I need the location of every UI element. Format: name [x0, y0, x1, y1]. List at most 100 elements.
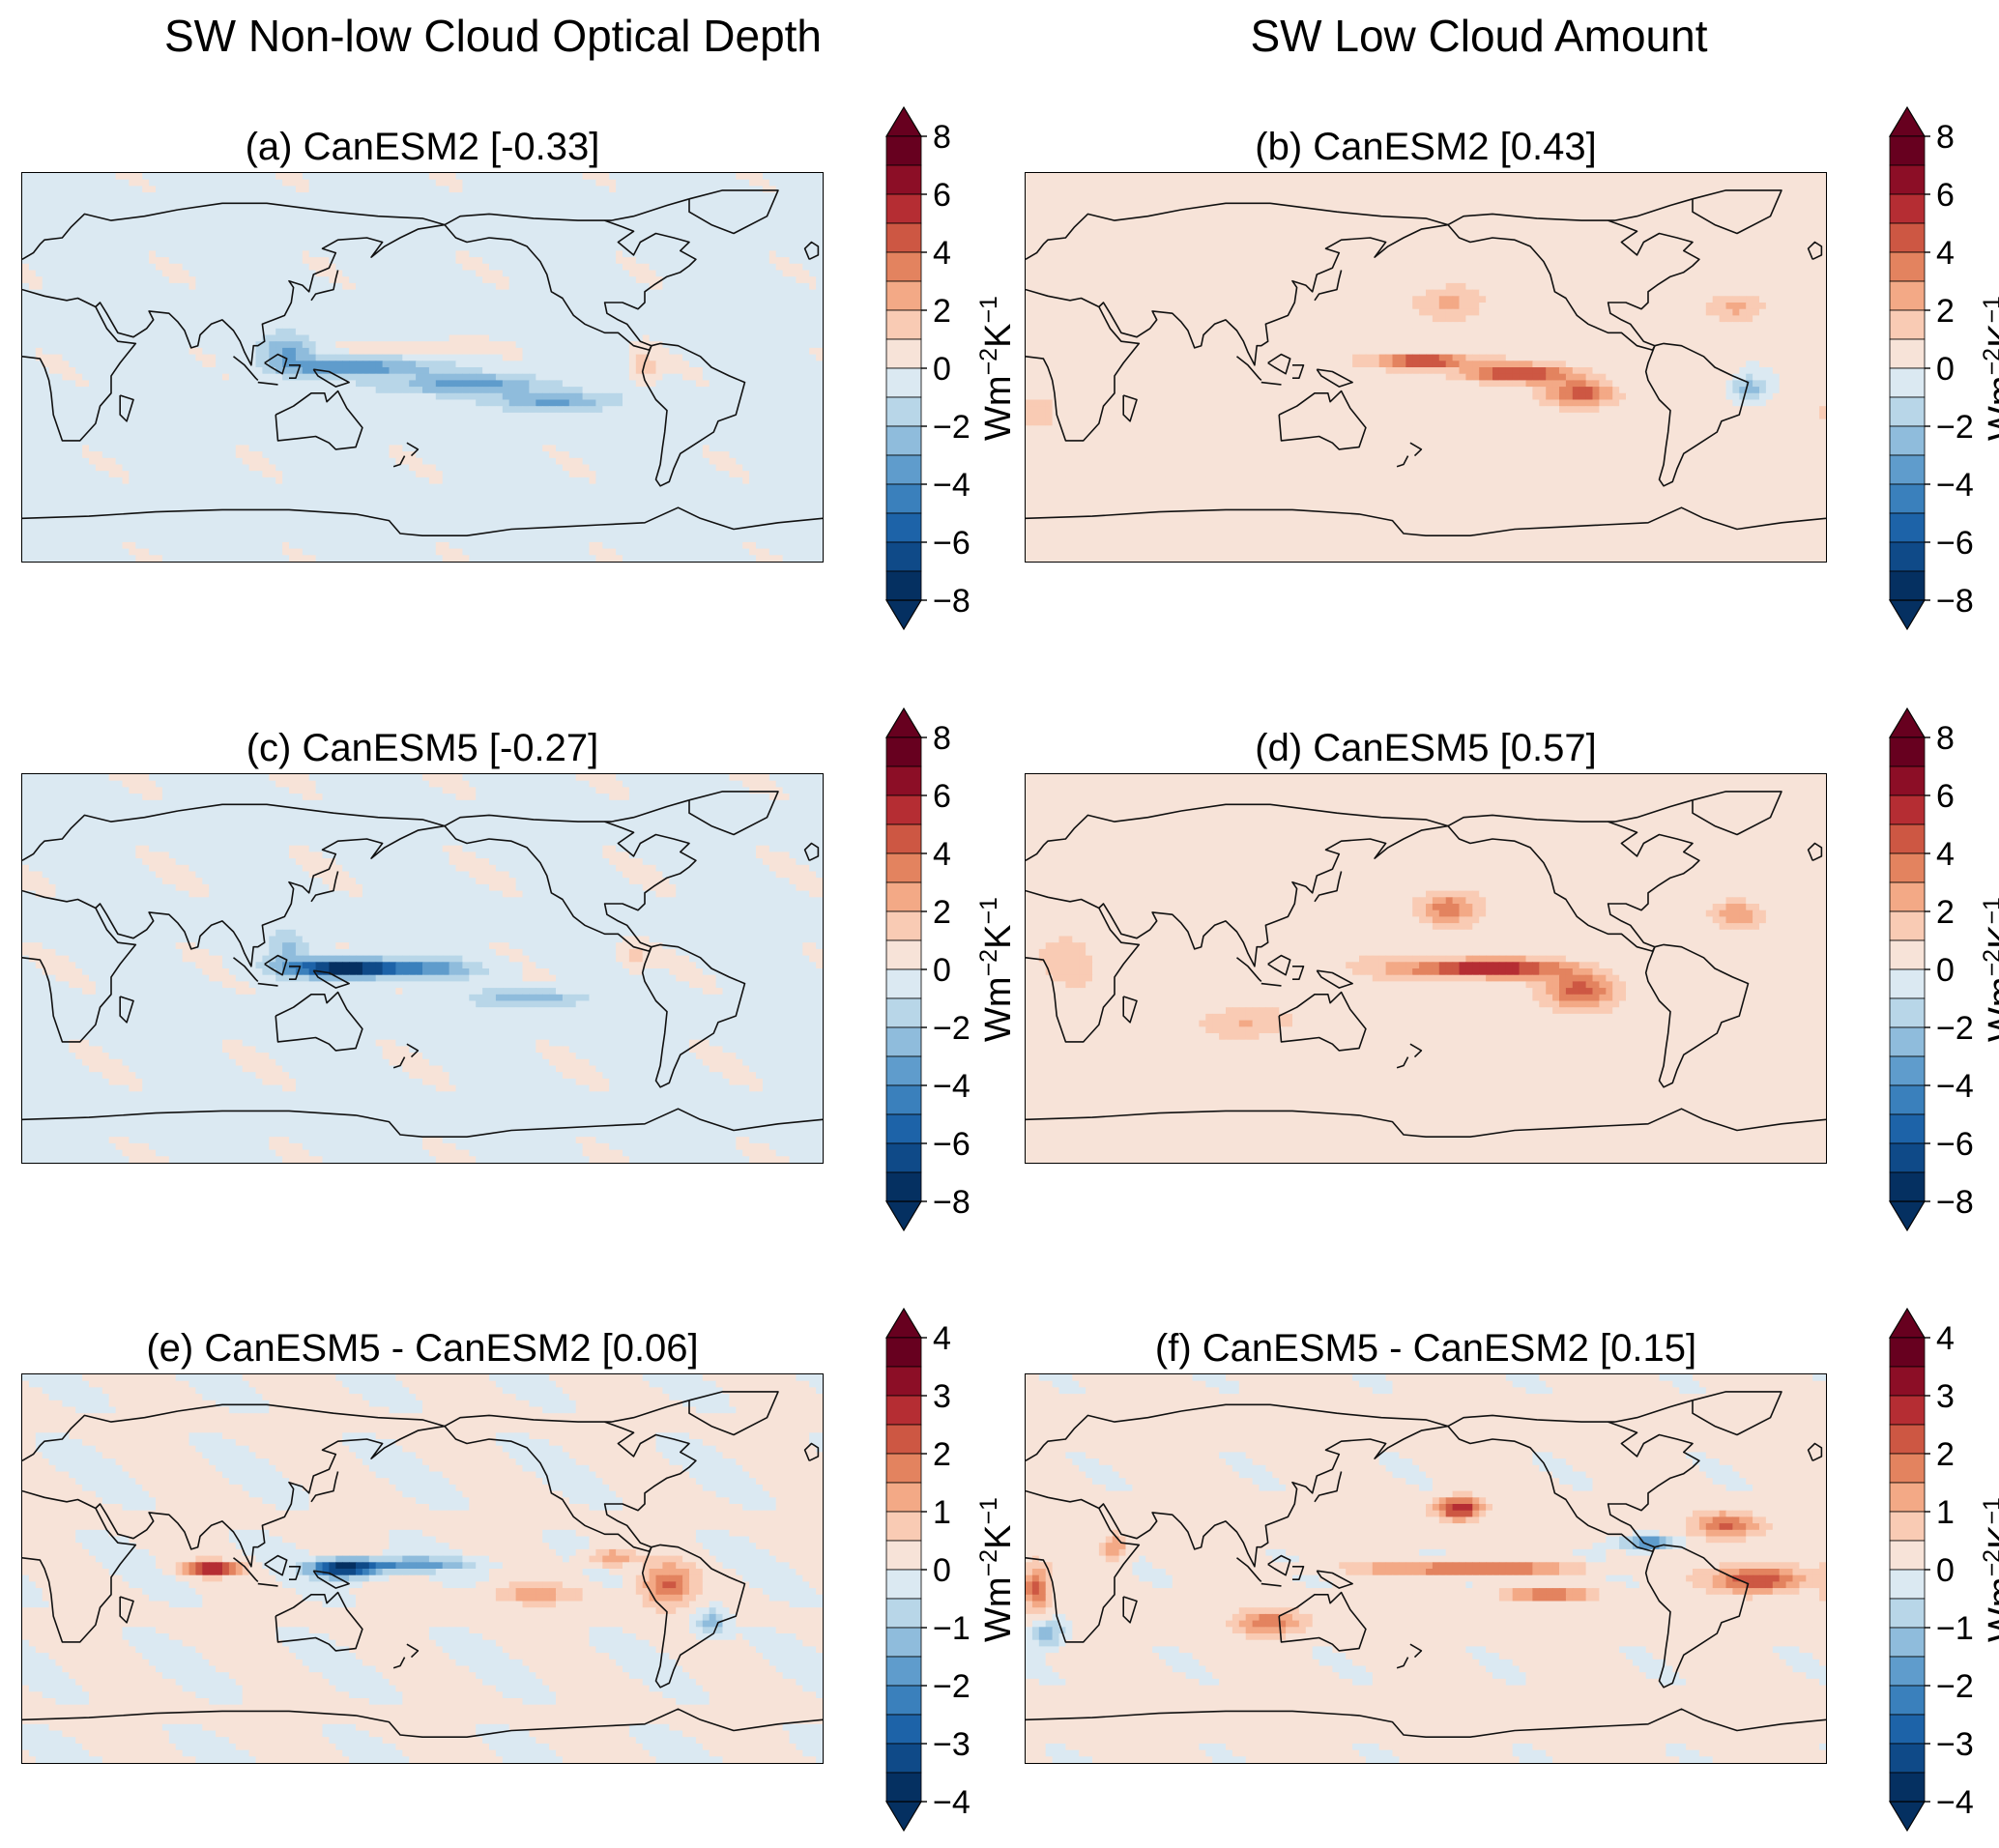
colorbar-segment [1889, 968, 1926, 999]
coastline-segment [1807, 241, 1823, 261]
colorbar-segment [885, 1598, 922, 1629]
coastline-segment [264, 1554, 288, 1576]
colorbar-tick-label: 6 [933, 778, 951, 815]
coastline-segment [1026, 209, 1182, 260]
colorbar-tick-label: 8 [933, 119, 951, 156]
colorbar-unit-label: Wm−2K−1 [1979, 1497, 1999, 1642]
coastline-segment [1026, 288, 1141, 442]
colorbar-tick-label: 0 [1936, 1552, 1955, 1589]
colorbar-extend-min [884, 599, 923, 631]
colorbar-segment [1889, 1598, 1926, 1629]
colorbar-segment [885, 396, 922, 427]
colorbar-extend-min [1888, 599, 1927, 631]
coastline-segment [392, 1056, 406, 1069]
colorbar-tick-label: 2 [1936, 1436, 1955, 1473]
colorbar-tick-label: −8 [933, 1184, 971, 1221]
coastline-segment [95, 1403, 446, 1568]
colorbar-segment [885, 736, 922, 767]
colorbar-segment [885, 1366, 922, 1397]
colorbar-segment [1889, 1511, 1926, 1542]
colorbar-segment [1889, 570, 1926, 601]
coastline-segment [1396, 1056, 1409, 1069]
colorbar-segment [1889, 338, 1926, 369]
colorbar-extend-min [884, 1801, 923, 1833]
coastline-segment [444, 1421, 697, 1552]
colorbar-segment [885, 280, 922, 311]
colorbar-segment [1889, 454, 1926, 485]
colorbar-segment [885, 1482, 922, 1513]
coastline-segment [1807, 842, 1823, 862]
panel-title: (b) CanESM2 [0.43] [1025, 126, 1827, 169]
coastline-segment [289, 966, 302, 980]
colorbar-tick-label: −1 [933, 1610, 971, 1647]
colorbar-tick-label: 3 [1936, 1378, 1955, 1415]
coastline-segment [803, 842, 820, 862]
colorbar-extend-max [884, 1307, 923, 1339]
colorbar-segment [1889, 1453, 1926, 1484]
colorbar-tick-label: −2 [933, 1668, 971, 1705]
colorbar-tick-label: 2 [933, 293, 951, 330]
coastline-segment [22, 1708, 823, 1739]
coastline-segment [275, 991, 363, 1052]
colorbar-segment [1889, 1685, 1926, 1716]
colorbar-segment [885, 852, 922, 883]
colorbar: 4 3 2 1 0 −1 −2 −3 −4 Wm−2K−1 [867, 1307, 1022, 1833]
colorbar-segment [1889, 881, 1926, 912]
coastline-segment [1267, 1554, 1291, 1576]
colorbar-tick-label: 4 [933, 836, 951, 873]
colorbar-tick-label: −4 [933, 1784, 971, 1821]
coastline-segment [1314, 270, 1343, 302]
colorbar-svg: 4 3 2 1 0 −1 −2 −3 −4 [1888, 1307, 1974, 1833]
colorbar-segment [885, 135, 922, 166]
colorbar-segment [885, 1113, 922, 1144]
colorbar-segment [1889, 1482, 1926, 1513]
coastline-segment [641, 943, 746, 1088]
colorbar-tick-label: 2 [1936, 894, 1955, 931]
colorbar-tick-label: −4 [1936, 1068, 1974, 1105]
coastline-segment [803, 241, 820, 261]
coastline-segment [1026, 889, 1141, 1043]
coastline-segment [1447, 1421, 1700, 1552]
colorbar-segment [1889, 1142, 1926, 1173]
colorbar-segment [885, 454, 922, 485]
colorbar-tick-label: 2 [933, 1436, 951, 1473]
colorbar-tick-label: −4 [1936, 467, 1974, 504]
coastline-segment [1236, 356, 1262, 381]
colorbar-segment [1889, 251, 1926, 282]
colorbar-segment [885, 164, 922, 195]
colorbar-tick-label: 8 [933, 720, 951, 757]
colorbar-segment [885, 794, 922, 825]
colorbar-segment [1889, 997, 1926, 1028]
coastline-segment [22, 288, 137, 442]
coastline-segment [1122, 996, 1138, 1024]
coastline-segment [1447, 198, 1694, 226]
colorbar-segment [885, 997, 922, 1028]
coastline-segment [1314, 1471, 1343, 1503]
coastline-segment [1409, 442, 1423, 457]
colorbar-tick-label: 0 [933, 351, 951, 388]
colorbar-segment [885, 570, 922, 601]
colorbar-segment [885, 1772, 922, 1803]
colorbar-segment [1889, 1084, 1926, 1115]
coastline-segment [1644, 342, 1750, 487]
colorbar-svg: 8 6 4 2 0 −2 −4 −6 −8 [1888, 707, 1974, 1232]
colorbar-tick-label: 1 [1936, 1494, 1955, 1531]
column-title-left: SW Non-low Cloud Optical Depth [126, 10, 860, 62]
colorbar-segment [1889, 823, 1926, 854]
panel-title: (f) CanESM5 - CanESM2 [0.15] [1025, 1327, 1827, 1371]
colorbar-segment [1889, 1337, 1926, 1368]
colorbar-segment [1889, 1714, 1926, 1745]
coastline-segment [1292, 966, 1305, 980]
coastline-segment [22, 209, 179, 260]
colorbar-tick-label: 8 [1936, 119, 1955, 156]
colorbar-segment [885, 367, 922, 398]
colorbar-segment [1889, 939, 1926, 970]
coastline-segment [22, 1489, 137, 1643]
coastline-segment [1098, 803, 1449, 967]
coastline-segment [444, 799, 690, 827]
colorbar-extend-max [1888, 105, 1927, 137]
colorbar-tick-label: 4 [1936, 1320, 1955, 1357]
colorbar-segment [1889, 1055, 1926, 1086]
colorbar-segment [885, 425, 922, 456]
coastline-segment [444, 219, 697, 351]
